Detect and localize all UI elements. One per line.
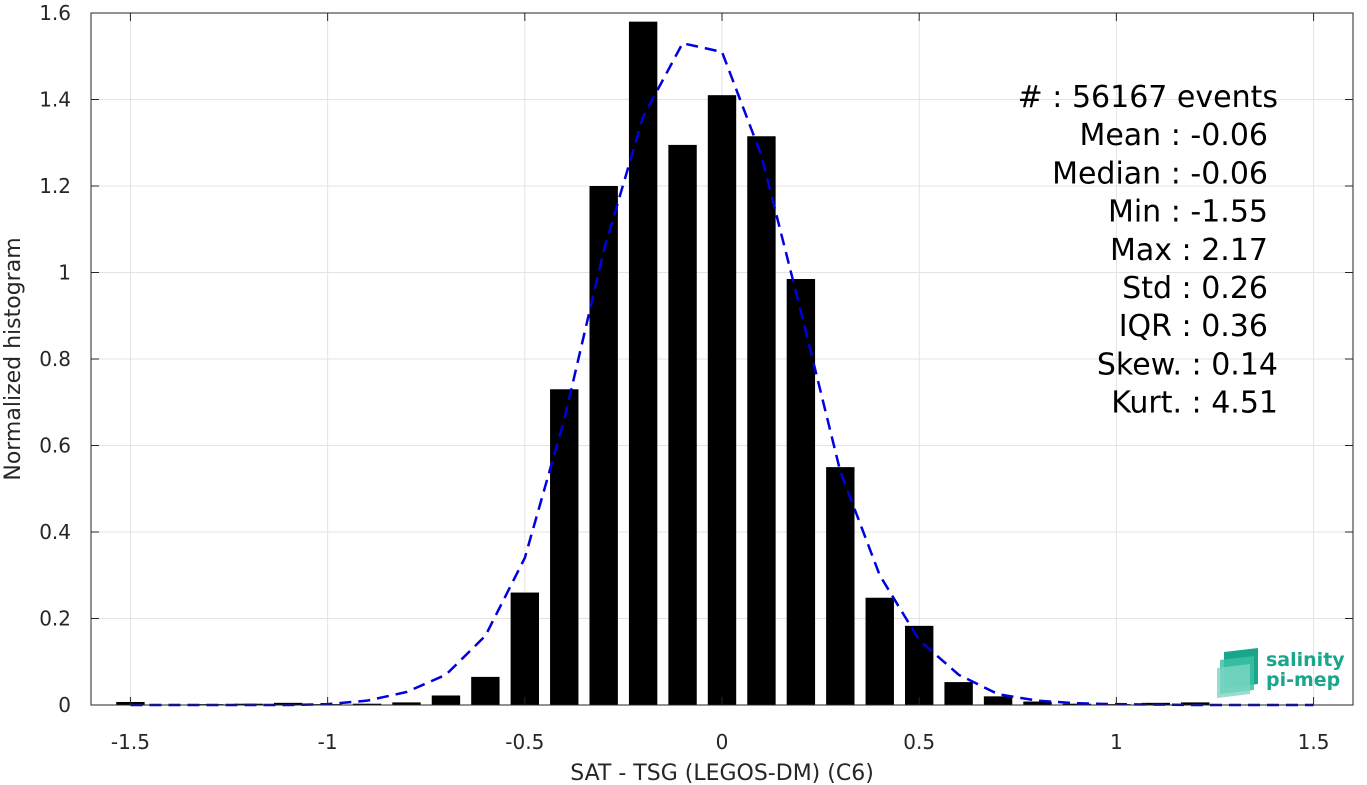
y-tick-label: 0 <box>58 693 71 717</box>
y-tick-label: 1.4 <box>39 88 71 112</box>
histogram-bar <box>352 703 382 705</box>
histogram-bar <box>550 389 579 705</box>
histogram-bar <box>747 136 776 705</box>
histogram-bar <box>786 278 816 705</box>
x-tick-label: 0 <box>716 730 729 754</box>
y-tick-label: 0.2 <box>39 607 71 631</box>
histogram-bar <box>1062 703 1092 705</box>
histogram-bar <box>431 695 461 705</box>
histogram-bar <box>826 467 855 705</box>
x-tick-label: -0.5 <box>505 730 544 754</box>
y-tick-label: 0.8 <box>39 347 71 371</box>
histogram-bar <box>865 597 894 705</box>
stats-line: Median : -0.06 <box>1052 156 1268 191</box>
x-tick-label: -1.5 <box>111 730 150 754</box>
y-tick-labels: 0 0.2 0.4 0.6 0.8 1 1.2 1.4 1.6 <box>39 1 1353 717</box>
histogram-bar <box>707 95 737 706</box>
salinity-logo-icon <box>1217 648 1258 698</box>
stats-line: Mean : -0.06 <box>1079 118 1268 153</box>
histogram-bar <box>510 592 540 705</box>
stats-line: Std : 0.26 <box>1122 271 1268 306</box>
y-axis-label: Normalized histogram <box>1 237 26 480</box>
x-tick-label: -1 <box>318 730 338 754</box>
histogram-bar <box>904 625 934 705</box>
x-axis-label: SAT - TSG (LEGOS-DM) (C6) <box>570 761 874 785</box>
histogram-bar <box>1023 701 1052 705</box>
stats-line: # : 56167 events <box>1018 80 1278 115</box>
y-tick-label: 0.6 <box>39 434 71 458</box>
logo-line2: pi-mep <box>1266 669 1340 691</box>
y-tick-label: 0.4 <box>39 520 71 544</box>
y-tick-label: 1.6 <box>39 1 71 25</box>
pi-mep-logo: salinity pi-mep <box>1217 648 1345 698</box>
y-tick-label: 1 <box>58 261 71 285</box>
histogram-bar <box>1181 702 1210 705</box>
x-tick-label: 0.5 <box>903 730 935 754</box>
stats-line: Min : -1.55 <box>1108 195 1268 230</box>
histogram-bar <box>944 682 973 705</box>
histogram-bar <box>983 696 1013 705</box>
x-tick-label: 1.5 <box>1298 730 1330 754</box>
histogram-bar <box>589 186 618 705</box>
histogram-bar <box>628 21 658 705</box>
y-tick-label: 1.2 <box>39 174 71 198</box>
stats-line: Max : 2.17 <box>1110 233 1268 268</box>
x-tick-label: 1 <box>1110 730 1123 754</box>
x-tick-labels: -1.5 -1 -0.5 0 0.5 1 1.5 <box>111 13 1330 754</box>
stats-line: Kurt. : 4.51 <box>1111 386 1278 421</box>
histogram-bar <box>392 702 421 705</box>
logo-line1: salinity <box>1266 649 1345 671</box>
histogram-bar <box>471 676 500 705</box>
stats-line: Skew. : 0.14 <box>1097 347 1278 382</box>
histogram-bars <box>116 21 1328 706</box>
histogram-bar <box>668 144 697 706</box>
stats-line: IQR : 0.36 <box>1119 309 1268 344</box>
